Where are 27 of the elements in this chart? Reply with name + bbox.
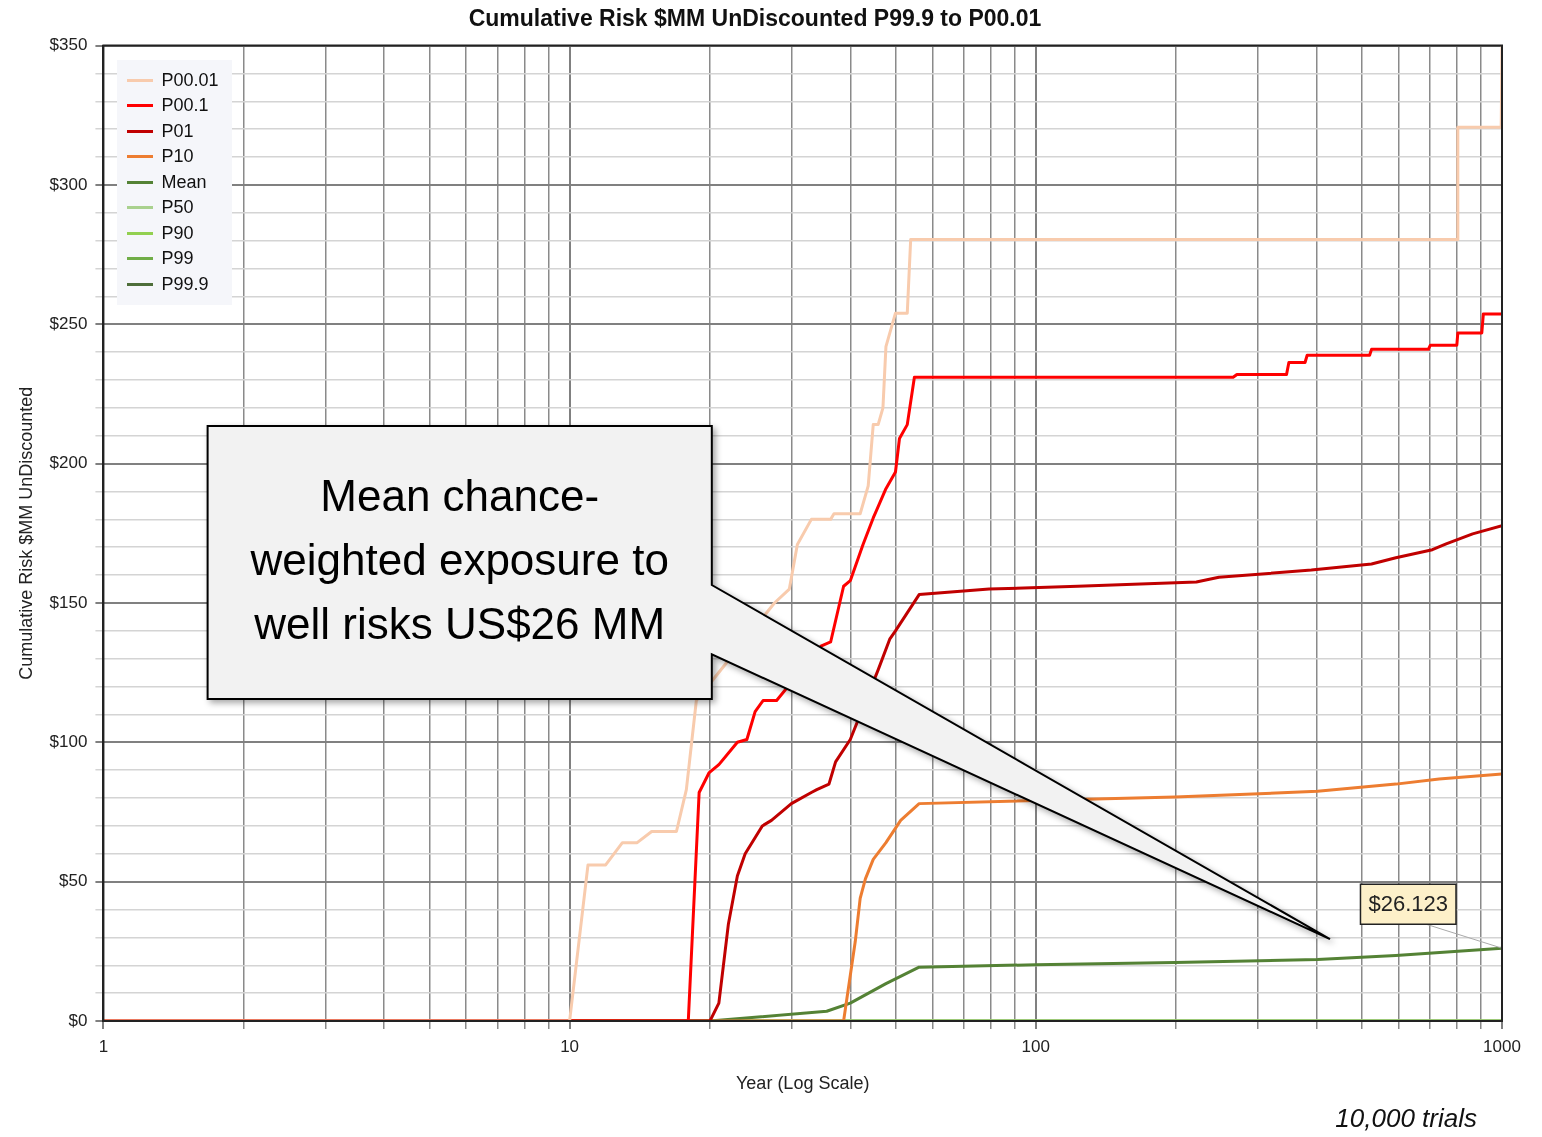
chart-title: Cumulative Risk $MM UnDiscounted P99.9 to P00.01: [468, 5, 1042, 32]
annotation: $26.123: [1368, 891, 1448, 917]
x-tick-label: 10: [560, 1036, 580, 1056]
legend-label: P01: [161, 120, 194, 142]
legend-label: P99: [161, 248, 194, 270]
x-tick-label: 1000: [1483, 1036, 1521, 1056]
legend-label: P90: [161, 222, 194, 244]
text: 10,000 trials: [1335, 1103, 1477, 1134]
y-tick-label: $250: [49, 313, 88, 333]
x-axis-title: Year (Log Scale): [736, 1073, 870, 1094]
legend-label: P00.1: [161, 95, 209, 117]
y-tick-label: $50: [59, 871, 88, 891]
annotation: Mean chance-weighted exposure to well risks US$26 MM: [249, 470, 669, 648]
legend-label: P50: [161, 197, 194, 219]
x-tick-label: 100: [1021, 1036, 1050, 1056]
y-tick-label: $0: [68, 1010, 88, 1030]
legend-label: Mean: [161, 171, 207, 193]
y-tick-label: $100: [49, 732, 88, 751]
legend-label: P99.9: [161, 273, 209, 295]
legend-label: P00.01: [161, 69, 219, 91]
y-tick-label: $300: [49, 174, 88, 194]
y-tick-label: $150: [49, 592, 88, 612]
legend-label: P10: [161, 146, 194, 168]
y-axis-title: Cumulative Risk $MM UnDiscounted: [15, 386, 36, 680]
x-tick-label: 1: [98, 1036, 109, 1056]
y-tick-label: $350: [49, 35, 88, 55]
y-tick-label: $200: [49, 453, 88, 473]
